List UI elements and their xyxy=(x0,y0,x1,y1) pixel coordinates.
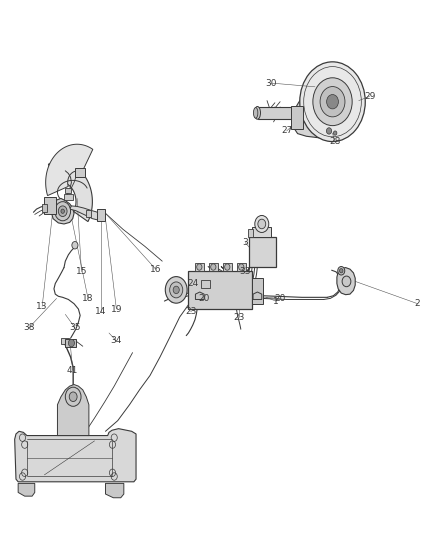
Polygon shape xyxy=(46,144,93,196)
Text: 20: 20 xyxy=(275,294,286,303)
Polygon shape xyxy=(258,107,292,119)
Text: 1: 1 xyxy=(273,296,279,305)
Circle shape xyxy=(300,62,365,142)
Circle shape xyxy=(313,78,352,126)
Bar xyxy=(61,338,69,344)
Circle shape xyxy=(239,264,244,270)
Bar xyxy=(64,193,73,200)
Text: 24: 24 xyxy=(187,279,198,288)
Text: 16: 16 xyxy=(150,265,162,273)
Bar xyxy=(252,278,263,304)
Text: 38: 38 xyxy=(23,323,35,332)
Circle shape xyxy=(69,392,77,401)
Circle shape xyxy=(61,209,64,213)
Circle shape xyxy=(211,264,216,270)
Bar xyxy=(249,237,276,266)
Circle shape xyxy=(72,241,78,249)
Text: 18: 18 xyxy=(82,294,94,303)
Circle shape xyxy=(339,269,343,273)
Circle shape xyxy=(327,94,339,109)
Text: 33: 33 xyxy=(240,268,251,276)
Text: 41: 41 xyxy=(67,366,78,375)
Polygon shape xyxy=(253,292,262,300)
Bar xyxy=(44,197,56,214)
Circle shape xyxy=(333,131,337,135)
Text: 20: 20 xyxy=(198,294,209,303)
Text: 15: 15 xyxy=(76,268,87,276)
Text: 23: 23 xyxy=(233,312,244,321)
Text: 3: 3 xyxy=(242,238,248,247)
Circle shape xyxy=(225,264,230,270)
Circle shape xyxy=(170,282,183,298)
Bar xyxy=(209,263,218,271)
Text: 27: 27 xyxy=(281,126,292,135)
Circle shape xyxy=(165,277,187,303)
Bar xyxy=(97,209,105,221)
Text: 23: 23 xyxy=(185,307,196,316)
Bar xyxy=(65,339,76,348)
Bar xyxy=(223,263,232,271)
Circle shape xyxy=(55,201,71,221)
Bar xyxy=(75,167,85,177)
Bar xyxy=(248,229,253,237)
Circle shape xyxy=(326,128,332,134)
Circle shape xyxy=(65,387,81,406)
Text: 28: 28 xyxy=(329,137,340,146)
Text: 30: 30 xyxy=(265,78,277,87)
Circle shape xyxy=(173,286,179,294)
Polygon shape xyxy=(57,384,89,435)
Ellipse shape xyxy=(254,107,261,119)
Bar xyxy=(86,210,91,216)
Circle shape xyxy=(258,219,266,229)
Bar xyxy=(42,204,47,212)
Ellipse shape xyxy=(254,108,258,118)
Circle shape xyxy=(338,266,345,275)
Circle shape xyxy=(255,215,269,232)
Text: 29: 29 xyxy=(364,92,375,101)
Polygon shape xyxy=(49,162,92,222)
Text: 34: 34 xyxy=(111,336,122,345)
Circle shape xyxy=(342,276,351,287)
Text: 35: 35 xyxy=(69,323,81,332)
Text: 13: 13 xyxy=(36,302,48,311)
Polygon shape xyxy=(106,483,124,498)
Circle shape xyxy=(58,206,67,216)
Polygon shape xyxy=(195,292,204,300)
Polygon shape xyxy=(293,84,346,139)
Polygon shape xyxy=(51,198,74,224)
Polygon shape xyxy=(18,483,35,496)
Text: 2: 2 xyxy=(415,299,420,308)
Bar xyxy=(237,263,246,271)
Bar xyxy=(252,227,271,237)
Circle shape xyxy=(68,340,74,347)
Text: 14: 14 xyxy=(95,307,107,316)
Polygon shape xyxy=(337,268,355,295)
Bar xyxy=(65,188,71,193)
Bar xyxy=(195,263,204,271)
Circle shape xyxy=(320,86,345,117)
Bar xyxy=(188,271,252,309)
Polygon shape xyxy=(70,206,102,220)
Bar xyxy=(291,106,303,130)
Circle shape xyxy=(197,264,202,270)
Text: 19: 19 xyxy=(111,304,122,313)
Polygon shape xyxy=(14,429,136,482)
Bar xyxy=(201,280,210,288)
